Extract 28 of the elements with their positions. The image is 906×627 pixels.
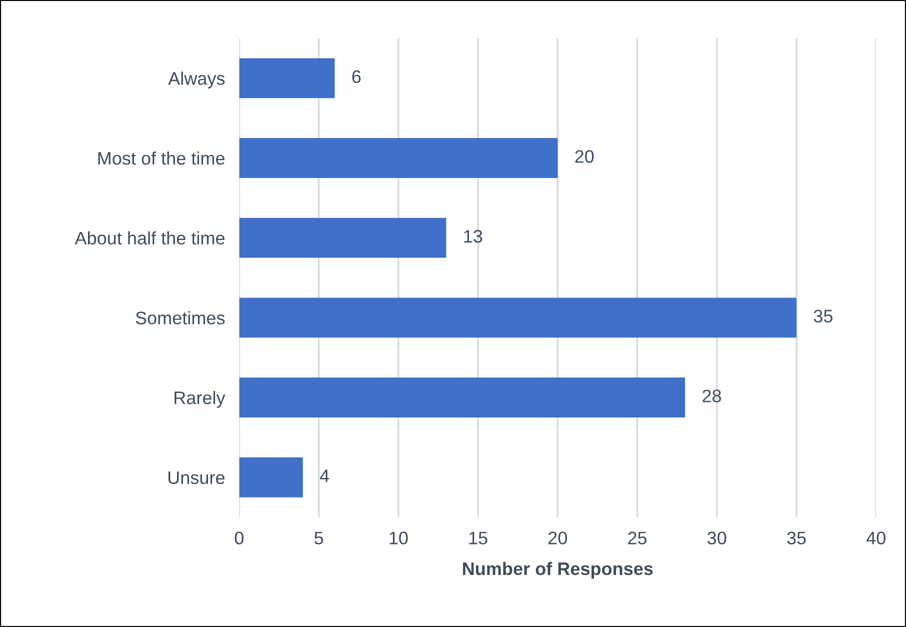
bar [239, 218, 446, 258]
bar [239, 138, 558, 178]
x-axis-title: Number of Responses [463, 562, 653, 579]
bar [239, 378, 686, 418]
data-label: 35 [814, 310, 832, 323]
data-label: 13 [464, 230, 482, 243]
x-tick-label: 0 [234, 532, 244, 544]
x-tick-label: 10 [390, 532, 408, 544]
x-tick-label: 40 [866, 532, 886, 544]
data-label: 4 [320, 470, 330, 482]
y-tick-label: Always [168, 72, 225, 88]
y-tick-label: About half the time [74, 231, 225, 245]
y-tick-label: Unsure [168, 471, 224, 484]
x-tick-label: 35 [787, 532, 806, 544]
bar [239, 298, 796, 338]
data-label: 6 [352, 70, 361, 84]
y-tick-label: Sometimes [136, 311, 225, 324]
x-tick-label: 5 [314, 532, 324, 544]
x-tick-label: 30 [708, 532, 726, 544]
x-tick-label: 25 [628, 532, 647, 544]
bar [239, 457, 303, 498]
y-tick-label: Most of the time [98, 151, 224, 165]
y-tick-label: Rarely [174, 390, 226, 408]
data-label: 20 [575, 150, 594, 163]
x-tick-label: 20 [548, 532, 567, 544]
data-label: 28 [702, 390, 721, 402]
bar [239, 58, 335, 98]
x-tick-label: 15 [469, 532, 488, 544]
